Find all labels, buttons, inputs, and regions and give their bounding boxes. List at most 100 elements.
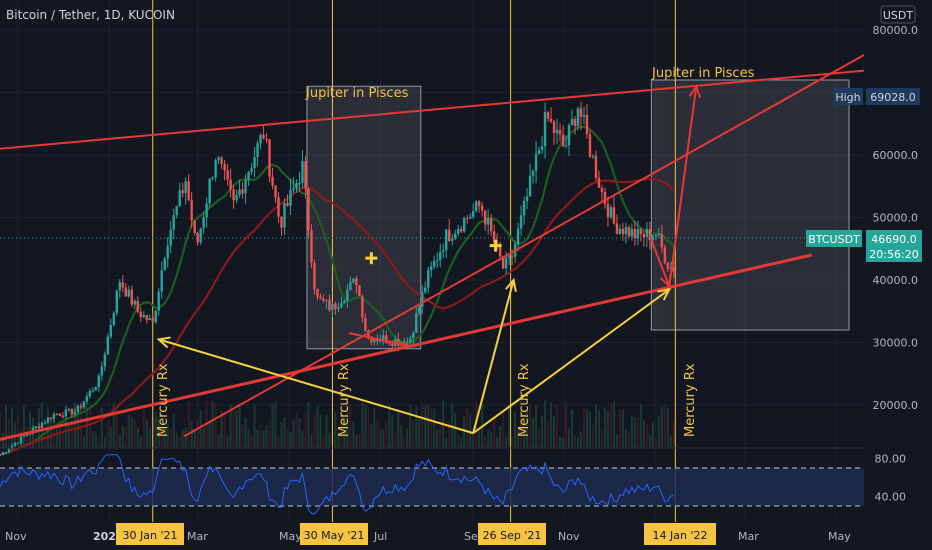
candle-body: [166, 245, 169, 259]
volume-bar: [556, 405, 559, 448]
currency-button[interactable]: USDT: [880, 5, 916, 24]
high-value-box: [866, 88, 920, 105]
volume-bar: [376, 420, 379, 448]
volume-bar: [301, 430, 304, 448]
candle-body: [124, 287, 127, 297]
volume-bar: [94, 433, 97, 448]
candle-body: [576, 108, 580, 126]
volume-bar: [259, 424, 262, 448]
volume-bar: [669, 435, 672, 448]
candle-body: [492, 231, 496, 243]
jupiter-label-1: Jupiter in Pisces: [305, 86, 409, 101]
volume-bar: [514, 412, 517, 448]
trendline: [0, 253, 812, 441]
volume-bar: [403, 437, 406, 448]
candle-body: [106, 336, 110, 355]
candle-body: [603, 191, 607, 204]
volume-bar: [0, 411, 1, 448]
volume-bar: [196, 419, 199, 448]
price-tick-label: 60000.0: [873, 149, 919, 162]
high-label-text: High: [835, 91, 860, 104]
volume-bar: [169, 428, 172, 448]
volume-bar: [211, 400, 214, 448]
volume-bar: [394, 432, 397, 448]
arrow-shaft: [648, 235, 671, 287]
volume-bar: [1, 432, 4, 448]
candle-body: [262, 134, 265, 139]
candle-body: [642, 233, 646, 238]
volume-bar: [346, 401, 349, 448]
volume-bar: [472, 430, 475, 448]
volume-bar: [609, 403, 612, 448]
candle-body: [79, 405, 83, 408]
trendline: [0, 69, 865, 150]
candle-body: [600, 187, 604, 192]
candle-body: [208, 178, 211, 204]
candle-body: [657, 233, 661, 235]
candle-body: [507, 256, 511, 258]
candle-body: [82, 401, 86, 408]
candle-body: [558, 129, 562, 135]
candle-body: [337, 307, 340, 310]
volume-bar: [343, 419, 346, 448]
candle-body: [301, 161, 304, 183]
ticker-box: [806, 230, 862, 247]
volume-bar: [121, 425, 124, 448]
candle-body: [133, 300, 136, 305]
volume-bar: [421, 402, 424, 448]
volume-bar: [615, 434, 618, 448]
volume-bar: [292, 419, 295, 448]
candle-body: [561, 134, 565, 147]
candle-body: [52, 413, 56, 419]
volume-bar: [277, 437, 280, 448]
date-highlight-box-4: [644, 523, 716, 545]
candle-body: [379, 340, 382, 342]
candle-body: [594, 155, 598, 178]
volume-bar: [67, 422, 70, 448]
volume-bar: [355, 435, 358, 448]
candle-body: [615, 223, 619, 234]
volume-bar: [43, 422, 46, 448]
jupiter-box: [306, 85, 422, 350]
volume-bar: [493, 418, 496, 448]
volume-bar: [469, 413, 472, 448]
volume-bar: [142, 408, 145, 448]
candle-body: [16, 443, 20, 445]
volume-bar: [562, 436, 565, 448]
candle-body: [55, 413, 59, 415]
candle-body: [154, 310, 157, 322]
candle-body: [292, 188, 295, 191]
candle-body: [241, 189, 244, 194]
jupiter-box: [650, 79, 850, 331]
candle-body: [546, 112, 550, 119]
candle-body: [199, 228, 202, 243]
candle-body: [319, 296, 322, 299]
volume-bar: [268, 418, 271, 448]
volume-bar: [585, 409, 588, 448]
candle-body: [370, 336, 373, 342]
rsi-axis: 80.00 40.00: [875, 453, 907, 504]
candle-body: [459, 228, 463, 232]
candle-body: [462, 218, 466, 232]
candle-body: [310, 230, 313, 263]
volume-bar: [157, 417, 160, 448]
candle-body: [298, 182, 301, 184]
volume-bar: [460, 437, 463, 448]
volume-bar: [208, 419, 211, 448]
volume-bar: [559, 436, 562, 448]
candle-body: [621, 228, 625, 235]
volume-bar: [289, 432, 292, 448]
candle-body: [1, 452, 5, 456]
volume-bar: [100, 407, 103, 448]
time-axis: Nov 202 Mar May Jul Se Nov Mar May 30 Ja…: [5, 523, 851, 545]
candle-body: [37, 426, 41, 428]
volume-bar: [418, 416, 421, 448]
candle-body: [666, 262, 670, 270]
candle-body: [190, 199, 193, 221]
chart-title: Bitcoin / Tether, 1D, KUCOIN: [6, 8, 175, 22]
volume-bar: [385, 421, 388, 448]
volume-bar: [373, 408, 376, 448]
time-label-may-2: May: [828, 530, 851, 543]
volume-bar: [274, 401, 277, 448]
